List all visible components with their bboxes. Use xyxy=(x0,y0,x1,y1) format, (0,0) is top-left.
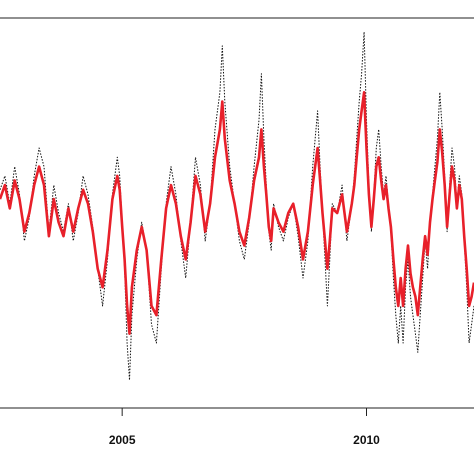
plot-frame xyxy=(0,17,474,409)
series-layer xyxy=(0,31,474,381)
x-axis: 2005 2010 xyxy=(109,408,380,447)
series-line-2-solid xyxy=(0,91,474,336)
series-line-1-dotted xyxy=(0,31,474,381)
x-tick-label-2005: 2005 xyxy=(109,433,136,447)
x-tick-label-2010: 2010 xyxy=(353,433,380,447)
